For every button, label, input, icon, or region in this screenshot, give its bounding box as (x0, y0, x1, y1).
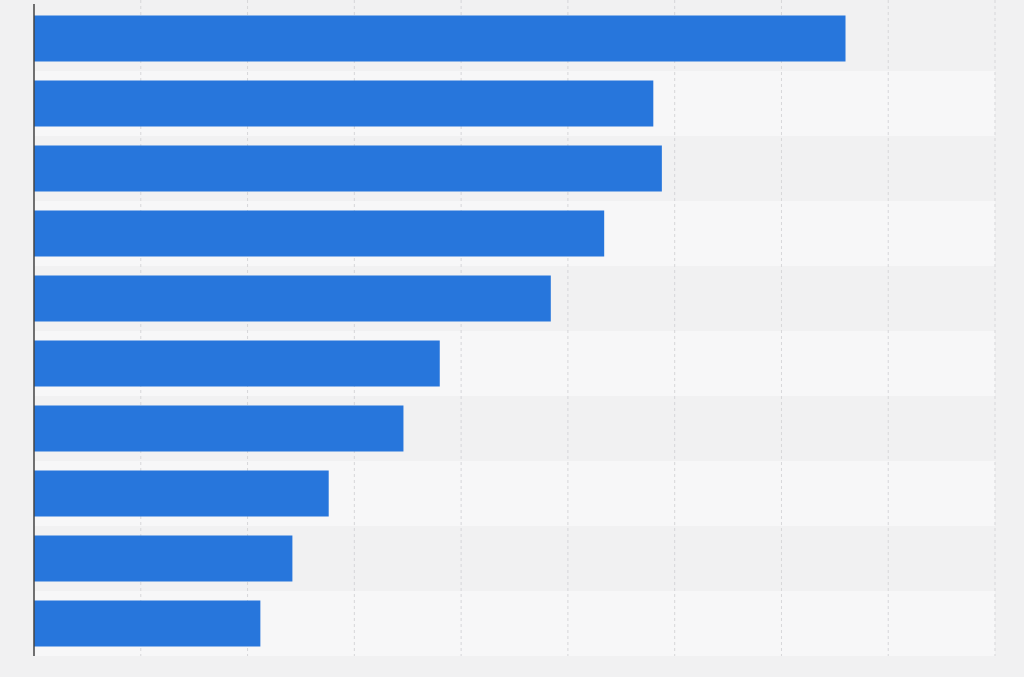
bar (34, 405, 404, 452)
bar (34, 210, 605, 257)
bar (34, 80, 654, 127)
bar (34, 145, 662, 192)
bar (34, 340, 440, 387)
bar (34, 535, 293, 582)
bars (34, 15, 846, 647)
bar (34, 275, 551, 322)
bar (34, 470, 329, 517)
bar (34, 600, 261, 647)
bar (34, 15, 846, 62)
